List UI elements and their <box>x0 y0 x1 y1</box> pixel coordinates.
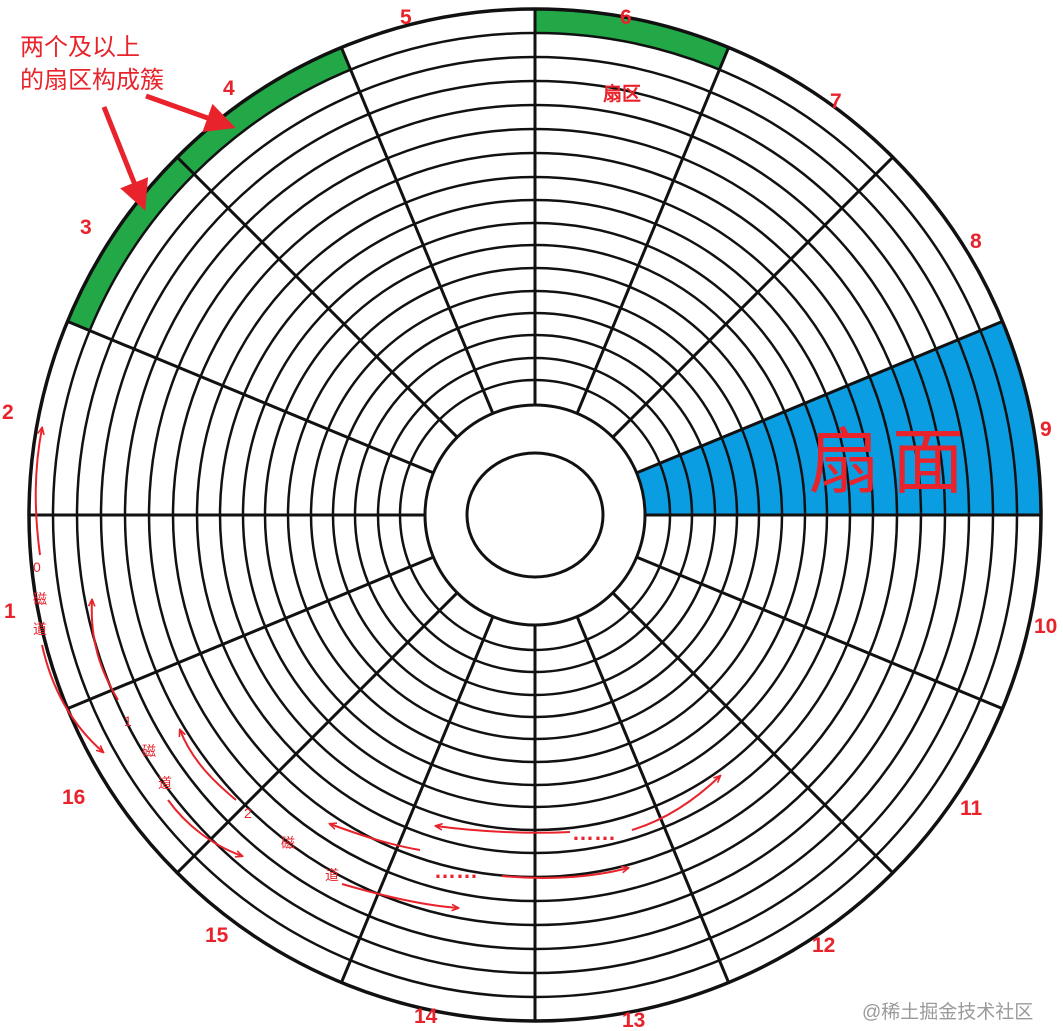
sector-number: 11 <box>960 797 983 820</box>
sector-number: 7 <box>830 90 842 113</box>
sector-number: 9 <box>1040 418 1052 441</box>
cluster-sector-4 <box>177 47 351 175</box>
track-2-annotation: 2 磁 道 <box>244 805 339 883</box>
track-direction-arrows <box>34 428 720 908</box>
track-1-annotation: 1 磁 道 <box>124 713 172 791</box>
ellipsis-marks: …… …… <box>434 820 616 883</box>
track-0-arrow-down <box>41 644 103 752</box>
sector-number: 16 <box>62 786 85 809</box>
track-0-arrow-up <box>34 428 42 556</box>
sector-number: 14 <box>414 1005 438 1028</box>
track-char: 道 <box>158 775 172 791</box>
sector-number-labels: 1 2 3 4 5 6 7 8 9 10 11 12 13 14 15 16 <box>2 6 1057 1031</box>
sector-number: 12 <box>812 934 835 957</box>
fan-wedge <box>636 321 1041 515</box>
track-2-arrow-down <box>341 883 458 908</box>
track-1-arrow-up <box>92 600 119 701</box>
track-3-arrow-left <box>436 826 571 834</box>
ellipsis: …… <box>572 820 616 845</box>
sector-spoke <box>575 616 730 984</box>
sector-spoke <box>340 46 495 414</box>
sector-spoke <box>611 591 894 874</box>
cluster-arrow-to-4 <box>145 93 236 133</box>
track-char: 磁 <box>142 743 156 759</box>
track-char: 道 <box>325 867 339 883</box>
sector-number: 2 <box>2 401 14 424</box>
hub-inner <box>465 451 605 579</box>
sector-number: 1 <box>4 600 16 623</box>
track-number: 1 <box>124 713 132 729</box>
cluster-arrow-to-3 <box>101 106 149 211</box>
sector-spoke <box>575 46 730 414</box>
sector-number: 6 <box>620 6 632 29</box>
sector-number: 13 <box>622 1009 645 1031</box>
cluster-annotation: 两个及以上 的扇区构成簇 <box>20 34 164 94</box>
sector-number: 15 <box>205 924 229 947</box>
cluster-text-line2: 的扇区构成簇 <box>20 67 164 94</box>
sector-number: 8 <box>970 230 982 253</box>
sector-number: 10 <box>1034 615 1057 638</box>
sector-label: 扇区 <box>603 82 641 105</box>
sector-spokes <box>29 9 1041 1021</box>
sector-spoke <box>66 320 434 475</box>
cluster-text-line1: 两个及以上 <box>20 34 140 61</box>
sector-spoke <box>340 616 495 984</box>
track-char: 道 <box>33 621 47 637</box>
track-char: 磁 <box>281 835 295 851</box>
track-char: 磁 <box>33 591 47 607</box>
track-0-annotation: 0 磁 道 <box>33 559 47 637</box>
sector-spoke <box>66 555 434 710</box>
ellipsis: …… <box>434 858 478 883</box>
track-2-arrow-up <box>180 730 237 801</box>
cluster-sector-3 <box>67 157 195 331</box>
track-4-arrow-right <box>501 868 628 879</box>
sector-spoke <box>636 320 1004 475</box>
watermark: @稀土掘金技术社区 <box>862 1001 1033 1023</box>
sector-number: 3 <box>80 216 92 239</box>
sector-number: 5 <box>400 6 412 29</box>
track-1-arrow-down <box>167 799 242 856</box>
track-2-arrow-left <box>330 824 421 851</box>
sector-number: 4 <box>223 77 235 100</box>
sector-spoke <box>636 555 1004 710</box>
fan-label: 扇面 <box>808 423 976 503</box>
sector-spoke <box>176 591 459 874</box>
track-number: 0 <box>33 559 41 575</box>
sector-spoke <box>611 156 894 439</box>
track-3-arrow-right <box>631 776 720 831</box>
track-number: 2 <box>244 805 252 821</box>
sector-spoke <box>176 156 459 439</box>
